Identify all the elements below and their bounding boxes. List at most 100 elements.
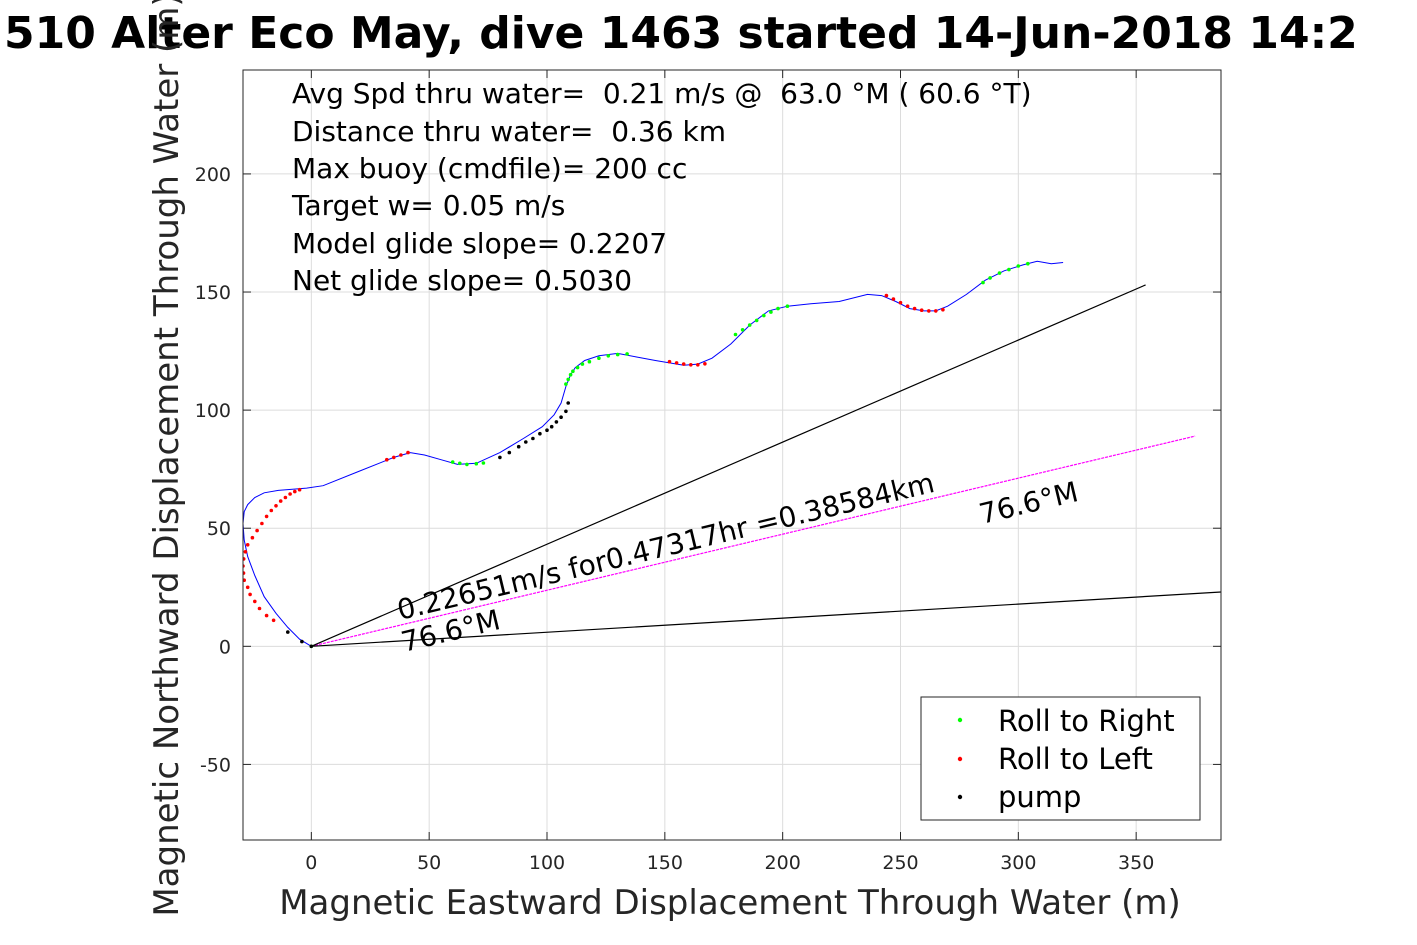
legend-marker-pump <box>957 794 963 800</box>
x-axis-ticks: 0 50 100 150 200 250 300 350 <box>305 70 1154 874</box>
marker-roll-to-left <box>260 521 264 526</box>
marker-roll-to-left <box>253 599 257 604</box>
legend-marker-roll-left <box>957 756 963 762</box>
marker-roll-to-left <box>283 495 288 500</box>
series-line-bound-lower <box>311 591 1221 647</box>
marker-pump <box>545 428 549 433</box>
marker-roll-to-left <box>250 535 255 540</box>
marker-roll-to-left <box>264 514 269 519</box>
marker-roll-to-right <box>625 352 629 356</box>
chart-title: 510 Alter Eco May, dive 1463 started 14-… <box>4 8 1358 59</box>
marker-roll-to-right <box>564 382 568 386</box>
marker-pump <box>554 420 559 424</box>
y-axis-ticks: -50 0 50 100 150 200 <box>195 164 1221 776</box>
marker-pump <box>516 444 521 449</box>
marker-roll-to-left <box>245 585 250 590</box>
marker-roll-to-left <box>278 499 283 503</box>
marker-roll-to-left <box>927 309 931 313</box>
marker-roll-to-left <box>703 362 707 366</box>
stat-net-glide: Net glide slope= 0.5030 <box>292 264 632 297</box>
marker-roll-to-left <box>288 492 292 496</box>
marker-roll-to-right <box>785 304 790 309</box>
y-tick-label: -50 <box>200 754 231 776</box>
x-tick-label: 300 <box>1000 852 1036 874</box>
marker-pump <box>309 644 314 649</box>
marker-roll-to-right <box>575 365 580 370</box>
marker-roll-to-left <box>891 297 896 301</box>
y-tick-label: 100 <box>195 400 231 422</box>
legend: Roll to Right Roll to Left pump <box>920 696 1201 821</box>
marker-roll-to-right <box>981 280 985 285</box>
marker-roll-to-left <box>919 308 924 313</box>
marker-roll-to-left <box>293 489 297 494</box>
y-tick-label: 150 <box>195 282 231 304</box>
stat-distance: Distance thru water= 0.36 km <box>292 115 726 148</box>
x-axis-label: Magnetic Eastward Displacement Through W… <box>279 883 1181 923</box>
marker-roll-to-left <box>264 613 269 618</box>
marker-roll-to-right <box>597 356 601 361</box>
marker-pump <box>566 401 570 405</box>
marker-roll-to-left <box>941 307 945 312</box>
marker-roll-to-left <box>271 618 276 623</box>
marker-roll-to-left <box>243 571 246 575</box>
x-tick-label: 200 <box>765 852 801 874</box>
marker-roll-to-right <box>580 362 585 366</box>
marker-roll-to-left <box>399 453 403 457</box>
marker-roll-to-left <box>245 543 250 547</box>
x-tick-label: 350 <box>1118 852 1154 874</box>
marker-pump <box>559 415 563 420</box>
marker-pump <box>524 440 528 444</box>
legend-box <box>920 696 1201 821</box>
marker-pump <box>549 424 554 429</box>
marker-roll-to-right <box>988 276 992 280</box>
x-tick-label: 250 <box>882 852 918 874</box>
marker-roll-to-left <box>696 363 700 367</box>
marker-roll-to-right <box>754 318 759 323</box>
marker-roll-to-left <box>681 362 686 366</box>
series-line-bound-upper <box>311 284 1146 647</box>
marker-roll-to-right <box>571 369 575 374</box>
marker-roll-to-left <box>243 557 246 561</box>
marker-roll-to-right <box>733 332 738 337</box>
marker-roll-to-left <box>905 304 910 309</box>
marker-roll-to-right <box>568 372 573 377</box>
marker-roll-to-left <box>884 293 889 298</box>
marker-roll-to-left <box>667 359 672 364</box>
x-tick-label: 0 <box>305 852 317 874</box>
y-axis-label: Magnetic Northward Displacement Through … <box>147 0 187 917</box>
marker-roll-to-left <box>297 487 302 492</box>
marker-pump <box>507 450 512 455</box>
marker-roll-to-right <box>458 461 462 466</box>
stat-target-w: Target w= 0.05 m/s <box>291 189 565 222</box>
legend-label-pump: pump <box>998 780 1081 814</box>
grid-lines <box>243 70 1221 840</box>
marker-roll-to-left <box>689 363 693 367</box>
marker-roll-to-right <box>1007 267 1011 272</box>
marker-roll-to-right <box>762 313 766 318</box>
axes-frame <box>242 69 1222 841</box>
marker-roll-to-left <box>248 592 252 597</box>
series-markers <box>243 261 1030 649</box>
marker-roll-to-left <box>674 361 679 365</box>
stats-annotation: Avg Spd thru water= 0.21 m/s @ 63.0 °M (… <box>291 77 1032 297</box>
marker-roll-to-right <box>776 306 780 311</box>
y-tick-label: 0 <box>219 636 231 658</box>
x-tick-label: 150 <box>647 852 683 874</box>
marker-roll-to-left <box>406 450 410 455</box>
marker-pump <box>564 409 568 414</box>
marker-roll-to-left <box>269 508 274 513</box>
y-tick-label: 200 <box>195 164 231 186</box>
marker-roll-to-right <box>474 461 479 466</box>
marker-roll-to-left <box>934 309 938 313</box>
legend-label-roll-left: Roll to Left <box>998 742 1153 776</box>
marker-roll-to-right <box>615 352 620 357</box>
marker-roll-to-left <box>243 578 246 582</box>
marker-roll-to-left <box>912 306 917 311</box>
marker-roll-to-right <box>1026 261 1030 266</box>
legend-label-roll-right: Roll to Right <box>998 704 1175 738</box>
marker-roll-to-left <box>898 300 903 305</box>
y-tick-label: 50 <box>207 518 231 540</box>
stat-model-glide: Model glide slope= 0.2207 <box>292 227 667 260</box>
marker-roll-to-right <box>465 462 469 467</box>
